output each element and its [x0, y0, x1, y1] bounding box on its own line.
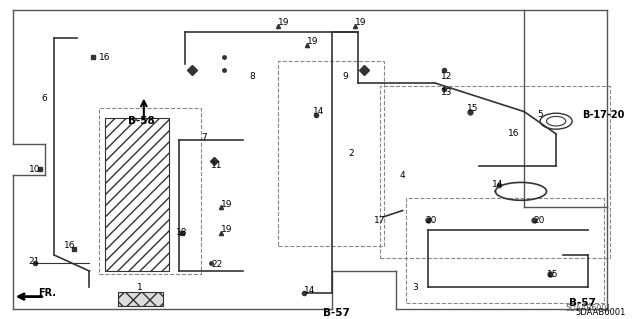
Text: 19: 19	[221, 200, 232, 209]
Bar	[99, 108, 202, 274]
Text: 14: 14	[313, 107, 324, 116]
Text: B-58: B-58	[128, 116, 155, 126]
Text: 8: 8	[250, 72, 255, 81]
Text: 15: 15	[467, 104, 478, 113]
Text: B-17-20: B-17-20	[582, 110, 624, 120]
Text: 14: 14	[492, 181, 504, 189]
Text: 21: 21	[29, 257, 40, 266]
Text: 19: 19	[307, 37, 318, 46]
Bar	[118, 292, 163, 306]
Text: 5DAAB6001: 5DAAB6001	[565, 304, 611, 313]
Bar	[380, 86, 611, 258]
Text: 16: 16	[99, 53, 111, 62]
Text: 5: 5	[537, 110, 543, 119]
Bar	[406, 198, 604, 303]
Text: 19: 19	[355, 18, 366, 27]
Text: 3: 3	[412, 283, 418, 292]
Text: 12: 12	[441, 72, 452, 81]
Text: 20: 20	[425, 216, 436, 225]
Text: 1: 1	[138, 283, 143, 292]
Text: 4: 4	[399, 171, 405, 180]
Text: 5DAAB6001: 5DAAB6001	[575, 308, 626, 317]
Text: 10: 10	[29, 165, 40, 174]
Text: B-57: B-57	[569, 298, 596, 308]
Text: 2: 2	[348, 149, 354, 158]
Text: 16: 16	[64, 241, 76, 250]
Bar	[106, 118, 170, 271]
Text: 9: 9	[342, 72, 348, 81]
Text: 19: 19	[278, 18, 289, 27]
Text: 11: 11	[211, 161, 223, 170]
Text: 19: 19	[221, 225, 232, 234]
Text: 6: 6	[42, 94, 47, 103]
Text: B-57: B-57	[323, 308, 349, 317]
Text: 18: 18	[176, 228, 188, 237]
Text: 22: 22	[211, 260, 222, 269]
Text: 17: 17	[374, 216, 385, 225]
Text: 20: 20	[534, 216, 545, 225]
Bar	[278, 61, 383, 246]
Text: 16: 16	[508, 130, 520, 138]
Text: 15: 15	[547, 270, 558, 279]
Text: 14: 14	[303, 286, 315, 295]
Text: 7: 7	[202, 133, 207, 142]
Text: FR.: FR.	[38, 288, 56, 298]
Text: 13: 13	[441, 88, 452, 97]
